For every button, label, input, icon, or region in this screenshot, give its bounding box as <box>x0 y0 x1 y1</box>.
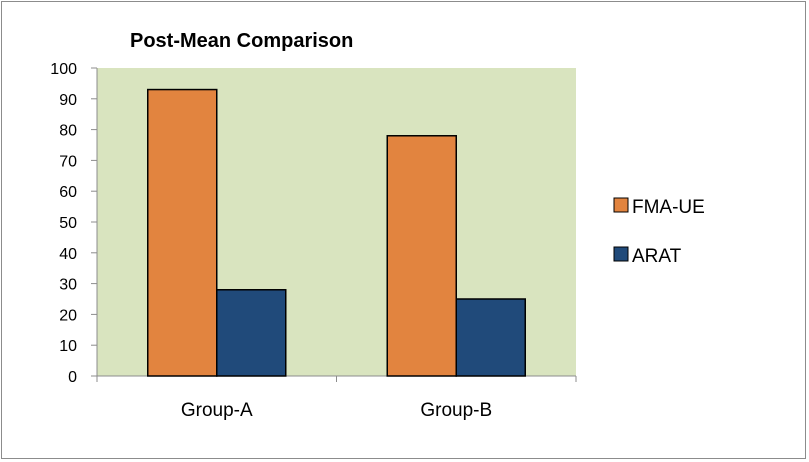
y-tick-label: 100 <box>50 61 77 78</box>
legend-label: ARAT <box>632 246 682 267</box>
legend-label: FMA-UE <box>632 197 705 218</box>
legend-swatch <box>613 246 629 262</box>
y-tick-label: 70 <box>59 153 77 170</box>
y-tick-label: 0 <box>68 369 77 386</box>
y-tick-label: 10 <box>59 338 77 355</box>
bars <box>147 88 526 377</box>
y-tick-label: 40 <box>59 246 77 263</box>
y-tick-label: 60 <box>59 184 77 201</box>
x-axis: Group-A Group-B <box>96 375 577 421</box>
legend-swatch <box>613 197 629 213</box>
y-tick-label: 50 <box>59 215 77 232</box>
bar-fma-ue-group-a <box>147 88 218 377</box>
x-category-label: Group-A <box>181 400 253 421</box>
y-tick-label: 20 <box>59 307 77 324</box>
y-tick-label: 80 <box>59 123 77 140</box>
y-axis: 0 10 20 30 40 50 60 70 80 90 100 <box>50 61 98 386</box>
legend: FMA-UE ARAT <box>613 197 705 267</box>
bar-fma-ue-group-b <box>386 135 457 377</box>
bar-arat-group-b <box>455 298 526 377</box>
y-tick-label: 30 <box>59 277 77 294</box>
chart-title: Post-Mean Comparison <box>130 30 353 52</box>
bar-arat-group-a <box>216 289 287 377</box>
x-category-label: Group-B <box>420 400 492 421</box>
y-tick-label: 90 <box>59 92 77 109</box>
